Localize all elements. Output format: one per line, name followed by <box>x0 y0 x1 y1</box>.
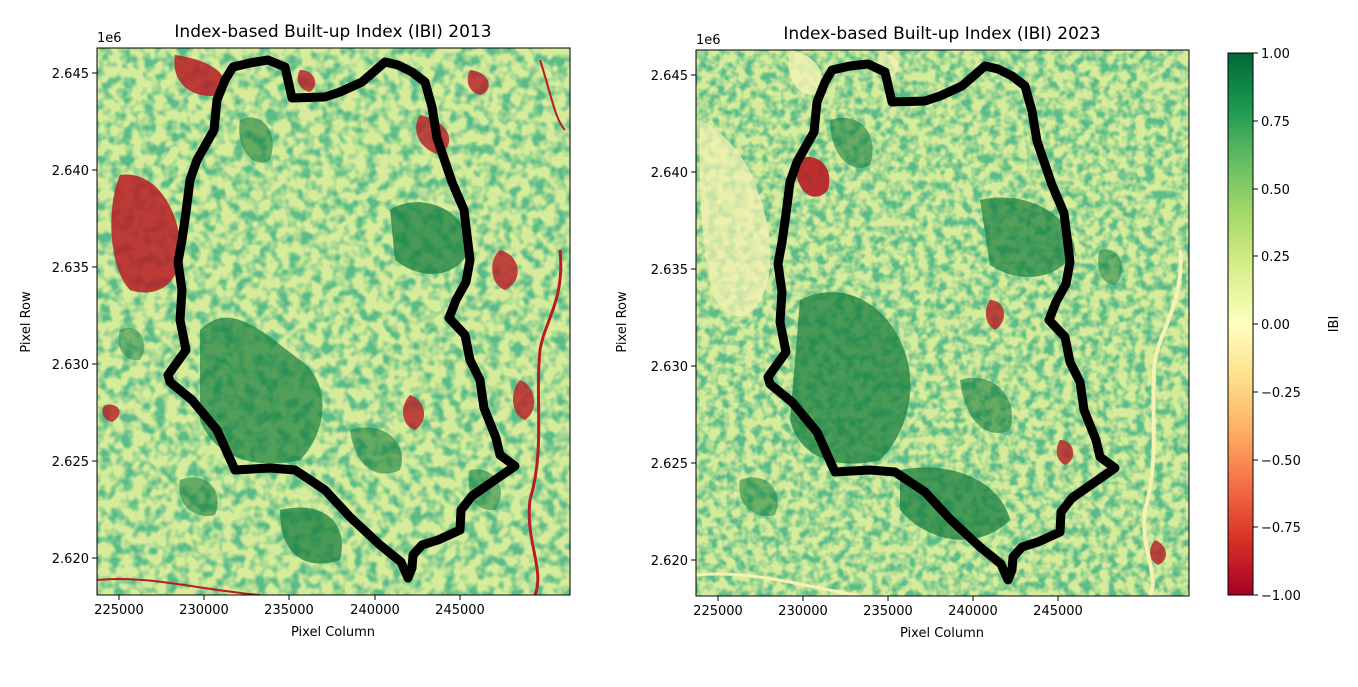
y-axis-label: Pixel Row <box>19 291 34 353</box>
colorbar-tick-label: 0.50 <box>1261 183 1290 198</box>
y-tick-label: 2.640 <box>651 166 688 181</box>
colorbar-tick-label: −0.25 <box>1261 386 1301 401</box>
axes-frame <box>695 49 1190 597</box>
y-tick-label: 2.625 <box>651 457 688 472</box>
x-tick-label: 235000 <box>863 604 913 619</box>
y-tick-label: 2.635 <box>651 263 688 278</box>
x-tick-labels: 225000 230000 235000 240000 245000 <box>693 604 1083 619</box>
x-tick-labels: 225000 230000 235000 240000 245000 <box>94 603 485 618</box>
y-tick-label: 2.620 <box>52 552 89 567</box>
colorbar-tick-marks <box>1253 52 1258 596</box>
colorbar-tick-label: 0.75 <box>1261 115 1290 130</box>
district-boundary <box>763 59 1120 585</box>
x-tick-label: 235000 <box>264 603 314 618</box>
x-tick-label: 240000 <box>350 603 400 618</box>
x-tick-marks <box>717 596 1059 601</box>
colorbar-tick-label: −0.75 <box>1261 521 1301 536</box>
y-tick-labels: 2.645 2.640 2.635 2.630 2.625 2.620 <box>651 69 688 569</box>
colorbar: 1.00 0.75 0.50 0.25 0.00 −0.25 −0.50 −0.… <box>1227 47 1342 604</box>
y-tick-label: 2.630 <box>52 358 89 373</box>
x-tick-label: 230000 <box>179 603 229 618</box>
colorbar-gradient <box>1227 52 1254 596</box>
y-tick-label: 2.630 <box>651 360 688 375</box>
y-tick-marks <box>92 72 97 559</box>
y-tick-label: 2.640 <box>52 164 89 179</box>
colorbar-tick-label: −1.00 <box>1261 589 1301 604</box>
colorbar-tick-label: 0.25 <box>1261 250 1290 265</box>
y-tick-label: 2.625 <box>52 455 89 470</box>
x-axis-label: Pixel Column <box>291 625 375 640</box>
colorbar-tick-label: −0.50 <box>1261 454 1301 469</box>
offset-text: 1e6 <box>696 33 721 48</box>
x-tick-label: 240000 <box>948 604 998 619</box>
colorbar-tick-label: 1.00 <box>1261 47 1290 62</box>
map-panel-2013: Index-based Built-up Index (IBI) 2013 1e… <box>19 22 571 640</box>
x-tick-label: 245000 <box>1033 604 1083 619</box>
axes-frame <box>96 47 571 596</box>
x-tick-label: 245000 <box>435 603 485 618</box>
y-tick-labels: 2.645 2.640 2.635 2.630 2.625 2.620 <box>52 67 89 567</box>
panel-title: Index-based Built-up Index (IBI) 2023 <box>783 24 1100 44</box>
district-boundary <box>163 55 520 583</box>
panel-title: Index-based Built-up Index (IBI) 2013 <box>174 22 491 42</box>
x-tick-label: 225000 <box>693 604 743 619</box>
x-axis-label: Pixel Column <box>900 626 984 641</box>
y-axis-label: Pixel Row <box>615 291 630 353</box>
colorbar-tick-labels: 1.00 0.75 0.50 0.25 0.00 −0.25 −0.50 −0.… <box>1261 47 1301 604</box>
y-tick-label: 2.645 <box>651 69 688 84</box>
ibi-raster <box>97 48 570 595</box>
y-tick-marks <box>691 74 696 561</box>
map-panel-2023: Index-based Built-up Index (IBI) 2023 1e… <box>615 24 1190 641</box>
colorbar-label: IBI <box>1327 316 1342 333</box>
y-tick-label: 2.645 <box>52 67 89 82</box>
y-tick-label: 2.635 <box>52 261 89 276</box>
x-tick-label: 230000 <box>778 604 828 619</box>
colorbar-tick-label: 0.00 <box>1261 318 1290 333</box>
y-tick-label: 2.620 <box>651 554 688 569</box>
offset-text: 1e6 <box>97 31 122 46</box>
x-tick-marks <box>118 595 461 600</box>
x-tick-label: 225000 <box>94 603 144 618</box>
